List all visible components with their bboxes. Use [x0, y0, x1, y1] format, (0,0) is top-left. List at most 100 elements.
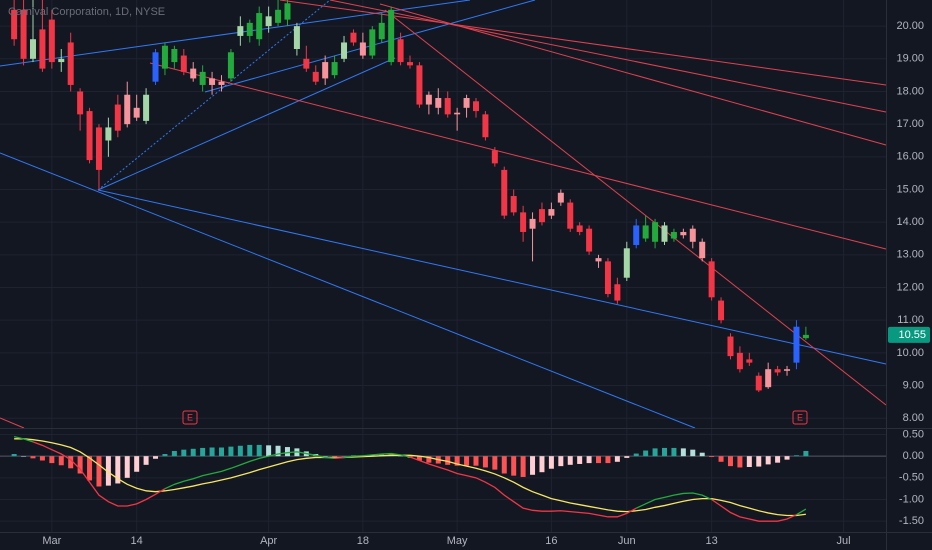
- candle-body: [341, 42, 348, 59]
- candle-body: [736, 352, 743, 370]
- histogram-bar: [803, 450, 809, 457]
- trend-line: [329, 0, 887, 113]
- macd-line: [32, 441, 166, 507]
- histogram-bar: [416, 456, 422, 461]
- candle-body: [171, 49, 178, 63]
- candle-body: [633, 225, 640, 246]
- histogram-bar: [520, 456, 526, 477]
- histogram-bar: [727, 456, 733, 467]
- candle-body: [48, 19, 55, 63]
- candle-body: [293, 26, 300, 50]
- histogram-bar: [737, 456, 743, 468]
- y-tick-label: 9.00: [903, 379, 924, 391]
- earnings-marker[interactable]: E: [182, 410, 198, 425]
- macd-line: [711, 498, 797, 522]
- x-tick-label: Jun: [618, 535, 636, 547]
- x-tick-label: 14: [131, 535, 143, 547]
- earnings-badge: [792, 410, 808, 425]
- histogram-bar: [596, 456, 602, 464]
- earnings-badge: [182, 410, 198, 425]
- candle-body: [567, 202, 574, 229]
- x-tick-label: Mar: [42, 535, 61, 547]
- candle-body: [670, 231, 677, 239]
- candle-body: [718, 300, 725, 321]
- histogram-bar: [219, 447, 224, 457]
- histogram-bar: [473, 456, 479, 466]
- histogram-bar: [49, 456, 55, 464]
- candle-body: [265, 16, 272, 27]
- trend-line: [97, 0, 331, 191]
- histogram-bar: [162, 454, 168, 457]
- y-tick-label: 16.00: [896, 151, 924, 163]
- candle-body: [652, 222, 659, 242]
- candle-body: [303, 58, 310, 69]
- y-tick-label: 20.00: [896, 20, 924, 32]
- histogram-bar: [275, 445, 281, 457]
- histogram-bar: [190, 448, 196, 457]
- x-tick-label: 13: [706, 535, 718, 547]
- earnings-marker[interactable]: E: [792, 410, 808, 425]
- candle-body: [576, 225, 583, 232]
- histogram-bar: [322, 456, 328, 457]
- candle-body: [246, 22, 253, 36]
- candle-body: [538, 209, 545, 223]
- macd-line: [635, 492, 712, 509]
- y-tick-label: 15.00: [896, 183, 924, 195]
- histogram-bar: [662, 447, 667, 457]
- candle-body: [774, 369, 781, 373]
- candle-body: [124, 94, 131, 125]
- histogram-bar: [134, 456, 140, 472]
- last-price-badge: [888, 326, 930, 343]
- candle-body: [689, 228, 696, 242]
- candle-body: [529, 218, 536, 229]
- trend-line: [0, 152, 696, 429]
- macd-line: [343, 452, 411, 459]
- histogram-bar: [756, 456, 762, 467]
- histogram-bar: [482, 456, 488, 468]
- candle-body: [510, 196, 517, 213]
- candle-body: [180, 55, 187, 72]
- candle-body: [680, 231, 687, 236]
- x-tick-label: 18: [357, 535, 369, 547]
- candle-body: [623, 248, 630, 278]
- histogram-bar: [558, 456, 564, 467]
- candle-body: [190, 68, 197, 79]
- candle-body: [425, 94, 432, 105]
- x-tick-label: Apr: [260, 535, 277, 547]
- histogram-bar: [784, 456, 790, 460]
- candle-body: [378, 22, 385, 40]
- candle-body: [256, 13, 263, 40]
- candle-body: [802, 334, 809, 339]
- histogram-bar: [153, 456, 159, 459]
- histogram-bar: [464, 456, 470, 466]
- y-tick-label: 14.00: [896, 216, 924, 228]
- histogram-bar: [171, 450, 177, 457]
- histogram-bar: [775, 456, 781, 463]
- candle-body: [557, 192, 564, 203]
- histogram-bar: [247, 444, 253, 457]
- x-tick-label: Jul: [837, 535, 851, 547]
- histogram-bar: [539, 456, 545, 473]
- candle-body: [407, 62, 414, 66]
- histogram-bar: [77, 456, 83, 474]
- candle-body: [416, 65, 423, 105]
- histogram-bar: [398, 455, 404, 457]
- candle-body: [595, 258, 602, 262]
- histogram-bar: [718, 456, 724, 462]
- macd-line: [409, 456, 637, 518]
- candle-body: [491, 150, 498, 164]
- histogram-bar: [605, 456, 611, 464]
- histogram-bar: [143, 456, 149, 465]
- candle-body: [95, 127, 102, 170]
- trend-line: [384, 9, 887, 406]
- y-tick-label: -1.50: [899, 515, 924, 527]
- trend-line: [149, 62, 887, 250]
- histogram-bar: [21, 456, 27, 457]
- y-tick-label: 0.50: [903, 428, 924, 440]
- histogram-bar: [548, 456, 554, 469]
- candle-body: [209, 78, 216, 85]
- histogram-bar: [652, 448, 658, 457]
- candle-body: [105, 127, 112, 141]
